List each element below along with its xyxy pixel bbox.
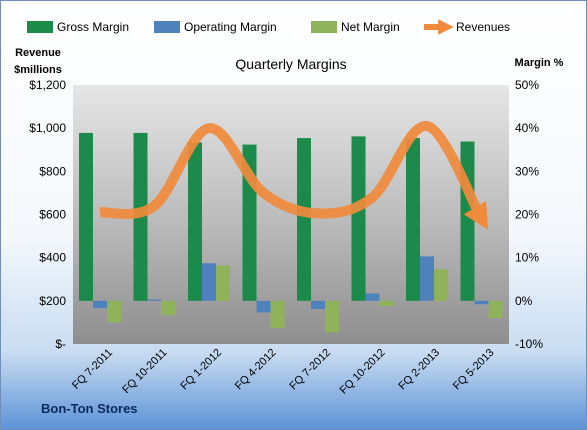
right-tick-label: 20% — [515, 208, 539, 222]
category-label: FQ 7-2012 — [287, 347, 333, 393]
bar-net-margin — [107, 300, 121, 323]
left-tick-label: $200 — [39, 294, 66, 308]
bar-operating-margin — [147, 299, 162, 301]
bar-net-margin — [434, 269, 448, 301]
right-tick-label: -10% — [515, 337, 543, 351]
legend-label-2: Net Margin — [341, 20, 400, 34]
left-tick-label: $1,000 — [29, 121, 66, 135]
revenue-line — [99, 121, 489, 231]
left-axis-title-line2: $millions — [14, 64, 62, 76]
legend-swatch-2 — [311, 21, 337, 33]
category-label: FQ 4-2012 — [233, 347, 279, 393]
chart-title: Quarterly Margins — [235, 56, 346, 72]
right-tick-label: 30% — [515, 164, 539, 178]
bar-net-margin — [488, 300, 503, 319]
bar-gross-margin — [188, 142, 202, 301]
left-tick-label: $600 — [39, 208, 66, 222]
bar-operating-margin — [474, 300, 489, 305]
bar-operating-margin — [420, 256, 434, 301]
right-tick-label: 10% — [515, 251, 539, 265]
legend-label-3: Revenues — [456, 20, 510, 34]
category-label: FQ 1-2012 — [178, 347, 224, 393]
right-tick-label: 0% — [515, 294, 533, 308]
bar-gross-margin — [297, 138, 311, 301]
bar-operating-margin — [93, 300, 107, 309]
bar-operating-margin — [365, 293, 380, 301]
category-label: FQ 5-2013 — [451, 347, 497, 393]
right-axis-title: Margin % — [515, 57, 564, 69]
category-label: FQ 10-2012 — [338, 347, 388, 397]
category-label: FQ 10-2011 — [120, 347, 169, 396]
bar-gross-margin — [79, 132, 93, 301]
bar-net-margin — [325, 300, 339, 333]
bar-gross-margin — [351, 136, 366, 301]
bar-gross-margin — [460, 141, 475, 301]
left-tick-label: $800 — [39, 164, 66, 178]
category-label: FQ 7-2011 — [70, 347, 115, 392]
bar-net-margin — [161, 300, 176, 316]
legend-swatch-1 — [154, 21, 180, 33]
category-label: FQ 2-2013 — [396, 347, 442, 393]
bar-net-margin — [216, 265, 230, 301]
right-tick-label: 50% — [515, 78, 539, 92]
bar-operating-margin — [202, 263, 216, 301]
bar-operating-margin — [256, 300, 271, 313]
left-tick-label: $- — [55, 337, 66, 351]
left-tick-label: $400 — [39, 251, 66, 265]
legend-label-1: Operating Margin — [184, 20, 277, 34]
bar-gross-margin — [406, 138, 420, 301]
legend-label-0: Gross Margin — [57, 20, 129, 34]
legend-swatch-0 — [27, 21, 53, 33]
company-name: Bon-Ton Stores — [41, 401, 138, 416]
right-tick-label: 40% — [515, 121, 539, 135]
bar-net-margin — [379, 300, 394, 307]
left-axis-title-line1: Revenue — [15, 47, 61, 59]
bar-net-margin — [270, 300, 285, 329]
left-tick-label: $1,200 — [29, 78, 66, 92]
bar-operating-margin — [311, 300, 325, 310]
